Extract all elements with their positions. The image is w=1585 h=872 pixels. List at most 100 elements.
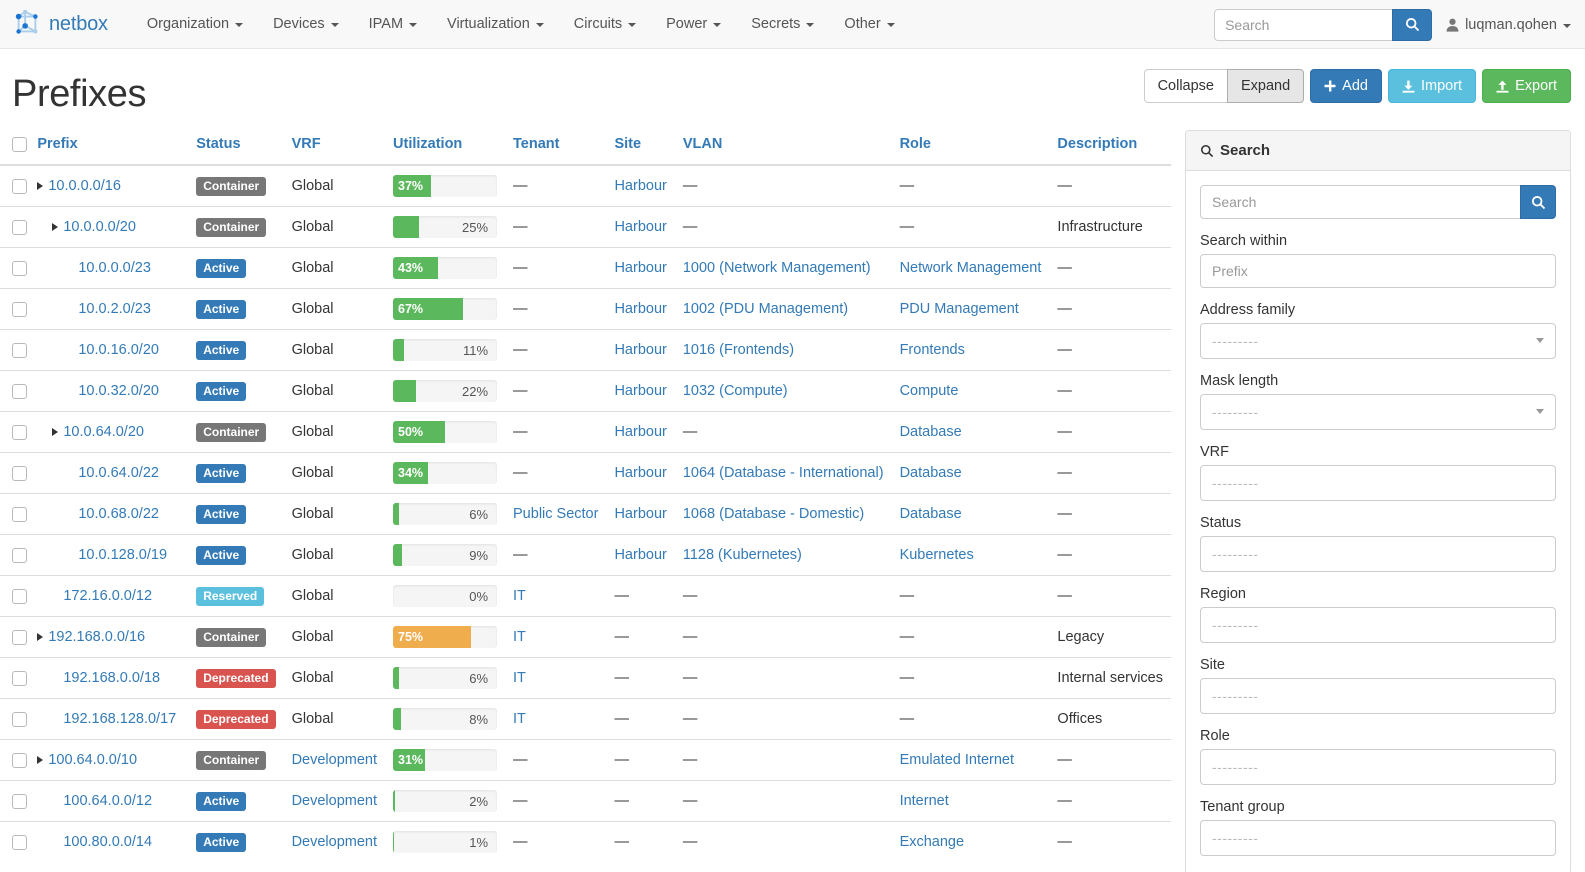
nav-item-circuits[interactable]: Circuits: [559, 0, 651, 49]
prefix-link[interactable]: 100.80.0.0/14: [63, 834, 153, 850]
role-value[interactable]: Database: [899, 424, 962, 440]
nav-item-virtualization[interactable]: Virtualization: [432, 0, 559, 49]
column-header-status[interactable]: Status: [188, 126, 284, 166]
row-checkbox[interactable]: [12, 260, 27, 276]
site-value[interactable]: Harbour: [614, 219, 667, 235]
collapse-button[interactable]: Collapse: [1143, 69, 1228, 103]
row-checkbox[interactable]: [12, 670, 27, 686]
tenant-value[interactable]: Public Sector: [513, 506, 599, 522]
row-checkbox[interactable]: [12, 588, 27, 604]
sidebar-search-button[interactable]: [1520, 185, 1556, 219]
prefix-link[interactable]: 10.0.64.0/20: [63, 424, 144, 440]
expand-caret-icon[interactable]: [52, 223, 59, 231]
expand-caret-icon[interactable]: [37, 633, 44, 641]
vrf-value[interactable]: Development: [291, 793, 378, 809]
role-value[interactable]: Frontends: [899, 342, 965, 358]
prefix-link[interactable]: 10.0.128.0/19: [78, 547, 168, 563]
role-value[interactable]: Internet: [899, 793, 949, 809]
site-value[interactable]: Harbour: [614, 424, 667, 440]
row-checkbox[interactable]: [12, 834, 27, 850]
role-value[interactable]: Network Management: [899, 260, 1042, 276]
export-button[interactable]: Export: [1482, 69, 1571, 103]
column-header-prefix[interactable]: Prefix: [29, 126, 189, 166]
prefix-link[interactable]: 100.64.0.0/10: [48, 752, 138, 768]
role-value[interactable]: Database: [899, 465, 962, 481]
prefix-link[interactable]: 10.0.32.0/20: [78, 383, 159, 399]
row-checkbox[interactable]: [12, 506, 27, 522]
prefix-link[interactable]: 10.0.0.0/16: [48, 178, 121, 194]
column-header-tenant[interactable]: Tenant: [505, 126, 607, 166]
site-value[interactable]: Harbour: [614, 301, 667, 317]
prefix-link[interactable]: 172.16.0.0/12: [63, 588, 153, 604]
prefix-link[interactable]: 10.0.64.0/22: [78, 465, 159, 481]
row-checkbox[interactable]: [12, 752, 27, 768]
nav-item-power[interactable]: Power: [651, 0, 736, 49]
filter-select-site[interactable]: ---------: [1200, 678, 1556, 714]
role-value[interactable]: Database: [899, 506, 962, 522]
site-value[interactable]: Harbour: [614, 342, 667, 358]
vlan-value[interactable]: 1032 (Compute): [682, 383, 788, 399]
row-checkbox[interactable]: [12, 793, 27, 809]
tenant-value[interactable]: IT: [513, 711, 526, 727]
column-header-description[interactable]: Description: [1049, 126, 1171, 166]
filter-input-search-within[interactable]: [1200, 254, 1556, 288]
row-checkbox[interactable]: [12, 342, 27, 358]
row-checkbox[interactable]: [12, 219, 27, 235]
vrf-value[interactable]: Development: [291, 834, 378, 850]
prefix-link[interactable]: 192.168.128.0/17: [63, 711, 177, 727]
tenant-value[interactable]: IT: [513, 670, 526, 686]
vlan-value[interactable]: 1016 (Frontends): [682, 342, 795, 358]
nav-item-ipam[interactable]: IPAM: [354, 0, 432, 49]
prefix-link[interactable]: 10.0.2.0/23: [78, 301, 151, 317]
filter-select-mask-length[interactable]: ---------: [1200, 394, 1556, 430]
nav-item-organization[interactable]: Organization: [132, 0, 258, 49]
column-header-vrf[interactable]: VRF: [283, 126, 386, 166]
filter-select-vrf[interactable]: ---------: [1200, 465, 1556, 501]
global-search-input[interactable]: [1214, 8, 1393, 41]
select-all-checkbox[interactable]: [12, 137, 27, 152]
expand-button[interactable]: Expand: [1226, 69, 1305, 103]
filter-select-status[interactable]: ---------: [1200, 536, 1556, 572]
vrf-value[interactable]: Development: [291, 752, 378, 768]
filter-select-role[interactable]: ---------: [1200, 749, 1556, 785]
row-checkbox[interactable]: [12, 424, 27, 440]
row-checkbox[interactable]: [12, 301, 27, 317]
vlan-value[interactable]: 1000 (Network Management): [682, 260, 871, 276]
expand-caret-icon[interactable]: [52, 428, 59, 436]
prefix-link[interactable]: 10.0.0.0/23: [78, 260, 151, 276]
site-value[interactable]: Harbour: [614, 178, 667, 194]
site-value[interactable]: Harbour: [614, 260, 667, 276]
site-value[interactable]: Harbour: [614, 506, 667, 522]
column-header-role[interactable]: Role: [891, 126, 1050, 166]
prefix-link[interactable]: 100.64.0.0/12: [63, 793, 153, 809]
add-button[interactable]: Add: [1310, 69, 1382, 103]
row-checkbox[interactable]: [12, 711, 27, 727]
filter-select-address-family[interactable]: ---------: [1200, 323, 1556, 359]
site-value[interactable]: Harbour: [614, 547, 667, 563]
filter-select-region[interactable]: ---------: [1200, 607, 1556, 643]
brand-logo-link[interactable]: netbox: [8, 10, 114, 38]
vlan-value[interactable]: 1002 (PDU Management): [682, 301, 849, 317]
prefix-link[interactable]: 10.0.0.0/20: [63, 219, 136, 235]
expand-caret-icon[interactable]: [37, 756, 44, 764]
nav-item-devices[interactable]: Devices: [258, 0, 354, 49]
tenant-value[interactable]: IT: [513, 629, 526, 645]
tenant-value[interactable]: IT: [513, 588, 526, 604]
column-header-vlan[interactable]: VLAN: [674, 126, 892, 166]
sidebar-search-input[interactable]: [1200, 185, 1521, 219]
column-header-site[interactable]: Site: [606, 126, 675, 166]
role-value[interactable]: Exchange: [899, 834, 965, 850]
row-checkbox[interactable]: [12, 547, 27, 563]
row-checkbox[interactable]: [12, 465, 27, 481]
role-value[interactable]: Compute: [899, 383, 959, 399]
role-value[interactable]: Kubernetes: [899, 547, 974, 563]
global-search-button[interactable]: [1392, 8, 1433, 41]
column-header-utilization[interactable]: Utilization: [385, 126, 506, 166]
filter-select-tenant-group[interactable]: ---------: [1200, 820, 1556, 856]
prefix-link[interactable]: 192.168.0.0/16: [48, 629, 146, 645]
vlan-value[interactable]: 1128 (Kubernetes): [682, 547, 802, 563]
role-value[interactable]: Emulated Internet: [899, 752, 1015, 768]
site-value[interactable]: Harbour: [614, 465, 667, 481]
site-value[interactable]: Harbour: [614, 383, 667, 399]
vlan-value[interactable]: 1068 (Database - Domestic): [682, 506, 865, 522]
